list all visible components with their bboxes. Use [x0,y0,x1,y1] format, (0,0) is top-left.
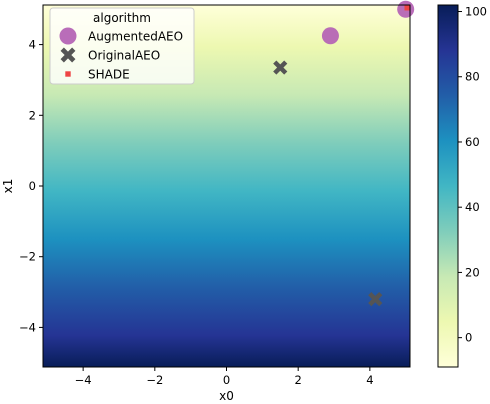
y-tick-label: −2 [19,250,36,264]
colorbar-tick-label: 20 [465,265,480,279]
colorbar-tick-label: 40 [465,200,480,214]
scatter-point-originalaeo [273,60,288,75]
scatter-point-augmentedaeo [59,27,77,45]
y-tick-label: 0 [29,179,36,193]
x-tick-label: −4 [75,373,92,387]
scatter-point-shade [65,71,71,77]
legend-box [49,7,195,85]
scatter-point-originalaeo [60,47,76,63]
colorbar-tick-label: 60 [465,135,480,149]
colorbar-tick-label: 100 [465,5,487,19]
scatter-point-augmentedaeo [321,27,339,45]
colorbar [438,5,458,367]
y-tick-label: 2 [29,108,36,122]
legend-title: algorithm [93,11,151,25]
legend-label: OriginalAEO [88,49,160,63]
colorbar-tick-label: 80 [465,70,480,84]
legend-entry: OriginalAEO [60,47,160,63]
x-axis: −4 −2 0 2 4 [75,367,374,387]
y-axis: −4 −2 0 2 4 [19,38,43,334]
x-tick-label: 2 [295,373,302,387]
x-tick-label: 0 [223,373,230,387]
legend-entries: AugmentedAEO OriginalAEO SHADE [59,27,183,82]
x-tick-label: −2 [146,373,163,387]
x-tick-label: 4 [366,373,373,387]
colorbar-frame [437,4,459,368]
colorbar-tick-label: 0 [465,331,472,345]
legend-label: SHADE [88,68,130,82]
legend-entry: SHADE [65,68,130,82]
legend-entry: AugmentedAEO [59,27,183,45]
scatter-point-originalaeo [368,292,383,307]
y-tick-label: −4 [19,320,36,334]
y-tick-label: 4 [29,38,36,52]
legend-label: AugmentedAEO [88,30,183,44]
x-axis-label: x0 [219,389,234,403]
colorbar-ticks: 0 20 40 60 80 100 [458,5,487,345]
y-axis-label: x1 [1,179,15,194]
legend: algorithm AugmentedAEO OriginalAEO SHADE [49,7,195,85]
scatter-point-shade [404,4,411,11]
